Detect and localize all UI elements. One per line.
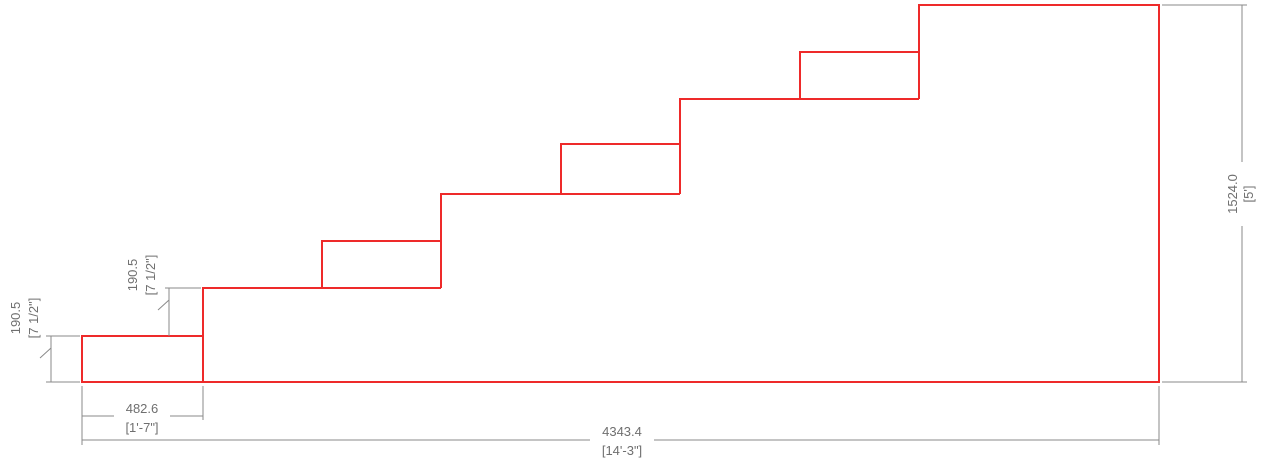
tread-width-imperial: [1'-7"] [125,420,158,435]
overall-height-metric: 1524.0 [1225,174,1240,214]
overall-height-dimension: 1524.0 [5'] [1162,4,1256,383]
overall-width-metric: 4343.4 [602,424,642,439]
second-riser-dimension: 190.5 [7 1/2"] [125,255,201,336]
tread-width-dimension: 482.6 [1'-7"] [82,386,204,435]
second-riser-imperial: [7 1/2"] [143,255,158,296]
stair-profile [81,4,1160,383]
overall-width-dimension: 4343.4 [14'-3"] [81,386,1160,458]
first-riser-dimension: 190.5 [7 1/2"] [8,298,80,383]
second-riser-metric: 190.5 [125,259,140,292]
first-riser-imperial: [7 1/2"] [26,298,41,339]
overall-height-imperial: [5'] [1241,186,1256,203]
tread-width-metric: 482.6 [126,401,159,416]
overall-width-imperial: [14'-3"] [602,443,642,458]
first-riser-metric: 190.5 [8,302,23,335]
